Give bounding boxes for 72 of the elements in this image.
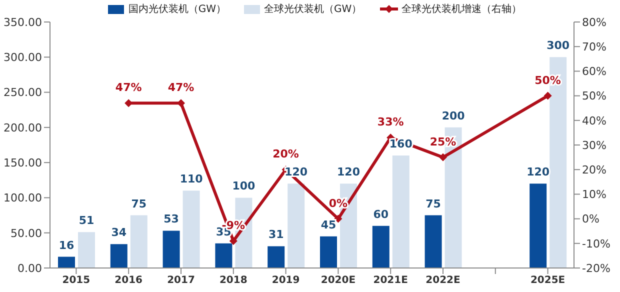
data-label: 20%	[272, 148, 299, 161]
bar	[58, 256, 75, 268]
y2-tick-label: 20%	[582, 164, 606, 177]
data-label: 34	[111, 226, 127, 240]
y2-tick-label: 50%	[582, 90, 606, 103]
x-tick-label: 2015	[62, 275, 90, 286]
y-tick-label: 100.00	[4, 192, 42, 205]
point	[334, 214, 342, 223]
legend-label: 全球光伏装机增速（右轴）	[402, 2, 522, 16]
x-tick-label: 2025E	[530, 275, 566, 286]
data-label: 25%	[430, 135, 456, 148]
bar	[130, 215, 148, 268]
legend-label: 全球光伏装机（GW）	[264, 2, 362, 16]
data-label: 110	[180, 172, 204, 186]
bar	[78, 232, 95, 268]
bar	[320, 236, 337, 268]
point	[439, 153, 447, 162]
y-tick-label: 300.00	[4, 51, 42, 64]
y2-tick-label: 80%	[582, 16, 606, 29]
data-label: 16	[58, 238, 74, 252]
point	[544, 92, 552, 100]
bar	[372, 226, 390, 268]
data-label: 120	[337, 166, 360, 179]
data-label: 53	[164, 212, 179, 226]
y-tick-label: 200.00	[4, 121, 42, 134]
y2-tick-label: 70%	[582, 40, 606, 54]
data-label: 47%	[168, 81, 194, 94]
y2-tick-label: 40%	[582, 114, 606, 128]
x-tick-label: 2017	[167, 275, 195, 286]
data-label: 100	[232, 180, 256, 193]
x-tick-label: 2019	[272, 275, 300, 286]
data-label: 120	[526, 166, 550, 179]
bar	[268, 246, 285, 268]
bar	[392, 156, 410, 268]
bar	[182, 190, 200, 268]
y2-tick-label: 60%	[582, 65, 606, 78]
x-tick-label: 2018	[219, 275, 248, 286]
y-tick-label: 250.00	[4, 86, 42, 100]
y-tick-label: 350.00	[4, 16, 42, 29]
bar	[288, 184, 305, 268]
y-tick-label: 150.00	[4, 156, 42, 170]
bar	[110, 244, 128, 268]
data-label: 45	[320, 218, 336, 232]
bar	[530, 184, 547, 268]
data-label: 50%	[534, 74, 561, 87]
data-label: 75	[426, 197, 441, 210]
data-label: 300	[546, 39, 570, 52]
x-tick-label: 2022E	[426, 275, 460, 286]
data-label: 33%	[377, 116, 404, 129]
data-label: 75	[131, 197, 147, 210]
y2-tick-label: -10%	[582, 237, 610, 250]
bar	[215, 243, 232, 268]
point	[177, 99, 185, 108]
data-label: 31	[268, 228, 284, 242]
point	[229, 236, 238, 245]
bar	[162, 230, 180, 268]
y-tick-label: 50.00	[10, 226, 42, 240]
data-label: 60	[373, 208, 389, 221]
y2-tick-label: -20%	[582, 262, 610, 275]
x-tick-label: 2016	[114, 275, 143, 286]
data-label: 51	[78, 214, 94, 228]
x-tick-label: 2021E	[373, 275, 408, 286]
y2-tick-label: 30%	[582, 138, 606, 152]
x-tick-label: 2020E	[320, 275, 356, 286]
data-label: 0%	[328, 196, 348, 210]
y2-tick-label: 10%	[582, 188, 606, 202]
y2-tick-label: 0%	[582, 212, 600, 226]
bar	[424, 215, 442, 268]
legend-label: 国内光伏装机（GW）	[128, 2, 226, 16]
data-label: 200	[442, 109, 466, 122]
y-tick-label: 0.00	[18, 262, 42, 275]
data-label: 47%	[115, 81, 142, 94]
